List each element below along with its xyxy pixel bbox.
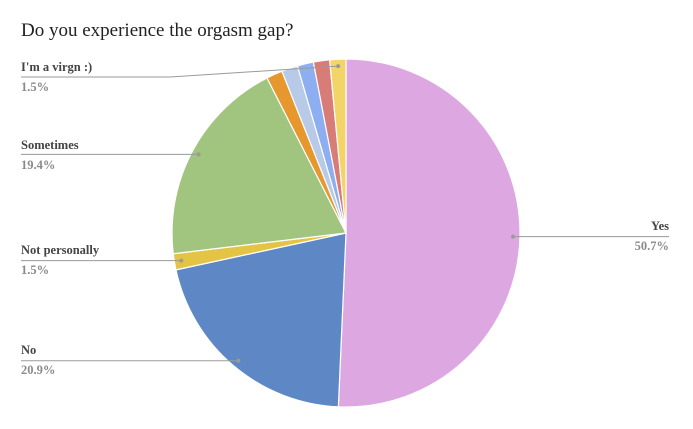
- pie-slice: [175, 232, 347, 408]
- leader-dot: [196, 152, 201, 157]
- chart-title: Do you experience the orgasm gap?: [21, 20, 294, 41]
- slice-value-label: 20.9%: [21, 363, 55, 377]
- leader-dot: [179, 258, 184, 263]
- slice-label: Not personally: [21, 243, 100, 257]
- pie-slice: [328, 58, 347, 234]
- slice-labels: Yes 50.7% No 20.9% Not personally 1.5% Sometim…: [21, 60, 669, 377]
- leader-dot: [236, 358, 241, 363]
- slice-label: No: [21, 343, 36, 357]
- slice-value-label: 1.5%: [21, 263, 49, 277]
- pie-slice: [337, 58, 521, 408]
- slice-label: Yes: [651, 219, 669, 233]
- slice-value-label: 50.7%: [635, 239, 669, 253]
- leader-line: [21, 65, 339, 78]
- pie-slice: [171, 77, 347, 255]
- pie-slices: [171, 58, 521, 408]
- slice-value-label: 19.4%: [21, 158, 55, 172]
- leader-dot: [510, 234, 515, 239]
- leader-lines: [21, 64, 669, 363]
- slice-label: Sometimes: [21, 138, 79, 152]
- slice-value-label: 1.5%: [21, 80, 49, 94]
- slice-label: I'm a virgn :): [21, 60, 92, 74]
- leader-dot: [336, 64, 341, 69]
